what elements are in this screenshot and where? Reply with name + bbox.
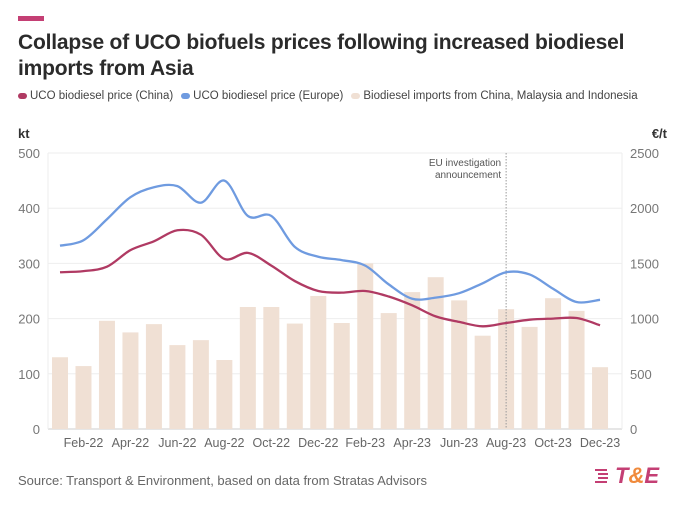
x-tick-label: Oct-22	[253, 436, 291, 450]
x-tick-label: Aug-22	[204, 436, 244, 450]
import-bar	[427, 277, 444, 429]
x-tick-label: Feb-22	[64, 436, 104, 450]
import-bar	[169, 345, 186, 429]
left-tick-label: 0	[33, 422, 40, 437]
x-tick-label: Oct-23	[534, 436, 572, 450]
import-bar	[145, 324, 162, 429]
chart-title: Collapse of UCO biofuels prices followin…	[18, 31, 625, 80]
europe-price-line	[59, 179, 601, 304]
import-bar	[404, 292, 421, 429]
import-bar	[75, 366, 92, 429]
x-tick-label: Apr-22	[112, 436, 150, 450]
x-tick-label: Dec-23	[580, 436, 620, 450]
import-bar	[474, 335, 491, 429]
import-bar	[286, 323, 303, 429]
x-tick-label: Aug-23	[486, 436, 526, 450]
import-bar	[521, 326, 538, 429]
annotation-text: announcement	[435, 170, 501, 181]
x-tick-label: Dec-22	[298, 436, 338, 450]
legend-label: UCO biodiesel price (Europe)	[193, 90, 344, 102]
logo-text: T&E	[615, 463, 660, 488]
left-tick-label: 500	[18, 146, 40, 161]
legend-item-imports: Biodiesel imports from China, Malaysia a…	[351, 90, 638, 102]
right-axis-label: €/t	[652, 126, 668, 141]
right-tick-label: 1000	[630, 312, 659, 327]
import-bar	[122, 332, 139, 429]
legend-label: UCO biodiesel price (China)	[30, 90, 174, 102]
left-tick-label: 300	[18, 256, 40, 271]
legend-swatch-europe	[181, 93, 191, 99]
legend-swatch-imports	[351, 93, 361, 99]
import-bar	[545, 298, 562, 429]
x-tick-label: Apr-23	[393, 436, 431, 450]
import-bar	[52, 357, 68, 429]
legend-label: Biodiesel imports from China, Malaysia a…	[363, 90, 638, 102]
left-tick-label: 200	[18, 312, 40, 327]
right-tick-label: 1500	[630, 256, 659, 271]
x-tick-label: Jun-22	[158, 436, 196, 450]
legend: UCO biodiesel price (China) UCO biodiese…	[18, 90, 638, 102]
left-axis-label: kt	[18, 126, 30, 141]
x-tick-label: Jun-23	[440, 436, 478, 450]
right-tick-label: 0	[630, 422, 637, 437]
import-bar	[216, 360, 233, 429]
annotation-text: EU investigation	[429, 158, 501, 169]
right-tick-label: 2500	[630, 146, 659, 161]
import-bar	[310, 295, 327, 429]
left-tick-label: 100	[18, 367, 40, 382]
import-bar	[192, 340, 209, 429]
legend-item-china: UCO biodiesel price (China)	[18, 90, 173, 102]
source-note: Source: Transport & Environment, based o…	[18, 473, 427, 488]
right-tick-label: 500	[630, 367, 652, 382]
import-bar	[451, 300, 468, 429]
te-logo: T&E	[594, 463, 659, 489]
logo-lines-icon	[595, 469, 608, 483]
import-bar	[357, 263, 374, 429]
import-bar	[239, 307, 256, 429]
right-tick-label: 2000	[630, 201, 659, 216]
china-price-line	[59, 228, 601, 328]
left-tick-label: 400	[18, 201, 40, 216]
x-tick-label: Feb-23	[345, 436, 385, 450]
import-bar	[263, 307, 280, 429]
import-bar	[98, 320, 115, 429]
legend-swatch-china	[18, 93, 27, 99]
import-bar	[592, 367, 609, 429]
import-bar	[333, 323, 350, 429]
legend-item-europe: UCO biodiesel price (Europe)	[181, 90, 343, 102]
import-bar	[568, 310, 585, 429]
accent-bar	[18, 16, 44, 21]
import-bar	[380, 313, 397, 429]
